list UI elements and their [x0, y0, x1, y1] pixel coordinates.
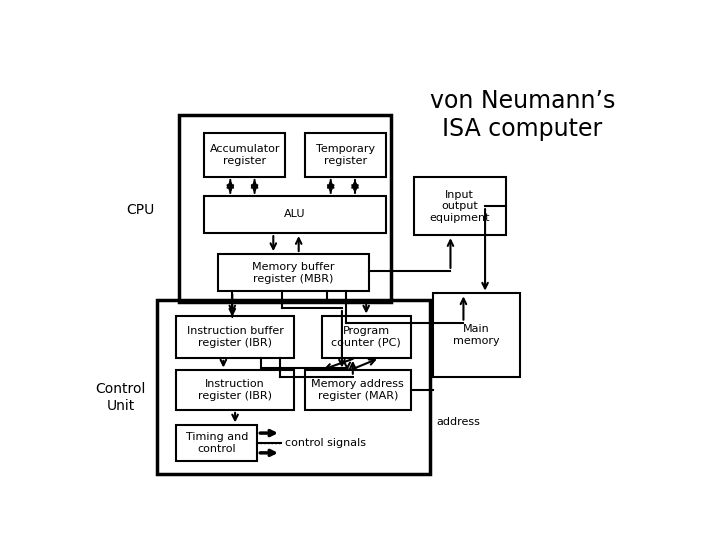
Text: Main
memory: Main memory	[453, 324, 500, 346]
Text: von Neumann’s
ISA computer: von Neumann’s ISA computer	[430, 89, 615, 140]
Text: control signals: control signals	[285, 438, 366, 448]
Text: Instruction buffer
register (IBR): Instruction buffer register (IBR)	[186, 326, 284, 348]
Bar	[433, 294, 520, 377]
Text: ALU: ALU	[284, 210, 306, 219]
Bar	[322, 316, 411, 358]
Bar	[204, 133, 285, 177]
Text: Program
counter (PC): Program counter (PC)	[331, 326, 401, 348]
Bar	[305, 133, 386, 177]
Text: CPU: CPU	[126, 204, 154, 217]
Bar	[176, 426, 258, 461]
Bar	[413, 177, 505, 235]
Text: Memory buffer
register (MBR): Memory buffer register (MBR)	[253, 262, 335, 284]
Text: Memory address
register (MAR): Memory address register (MAR)	[312, 380, 404, 401]
Bar	[305, 370, 411, 410]
Bar	[176, 370, 294, 410]
Text: Input
output
equipment: Input output equipment	[429, 190, 490, 223]
Bar	[176, 316, 294, 358]
Text: Timing and
control: Timing and control	[186, 432, 248, 454]
Text: address: address	[436, 417, 480, 427]
Text: Instruction
register (IBR): Instruction register (IBR)	[198, 380, 272, 401]
Bar	[157, 300, 431, 474]
Text: Control
Unit: Control Unit	[96, 382, 146, 413]
Text: Accumulator
register: Accumulator register	[210, 144, 280, 166]
Bar	[179, 114, 392, 302]
Text: Temporary
register: Temporary register	[316, 144, 375, 166]
Bar	[204, 196, 386, 233]
Bar	[218, 254, 369, 292]
